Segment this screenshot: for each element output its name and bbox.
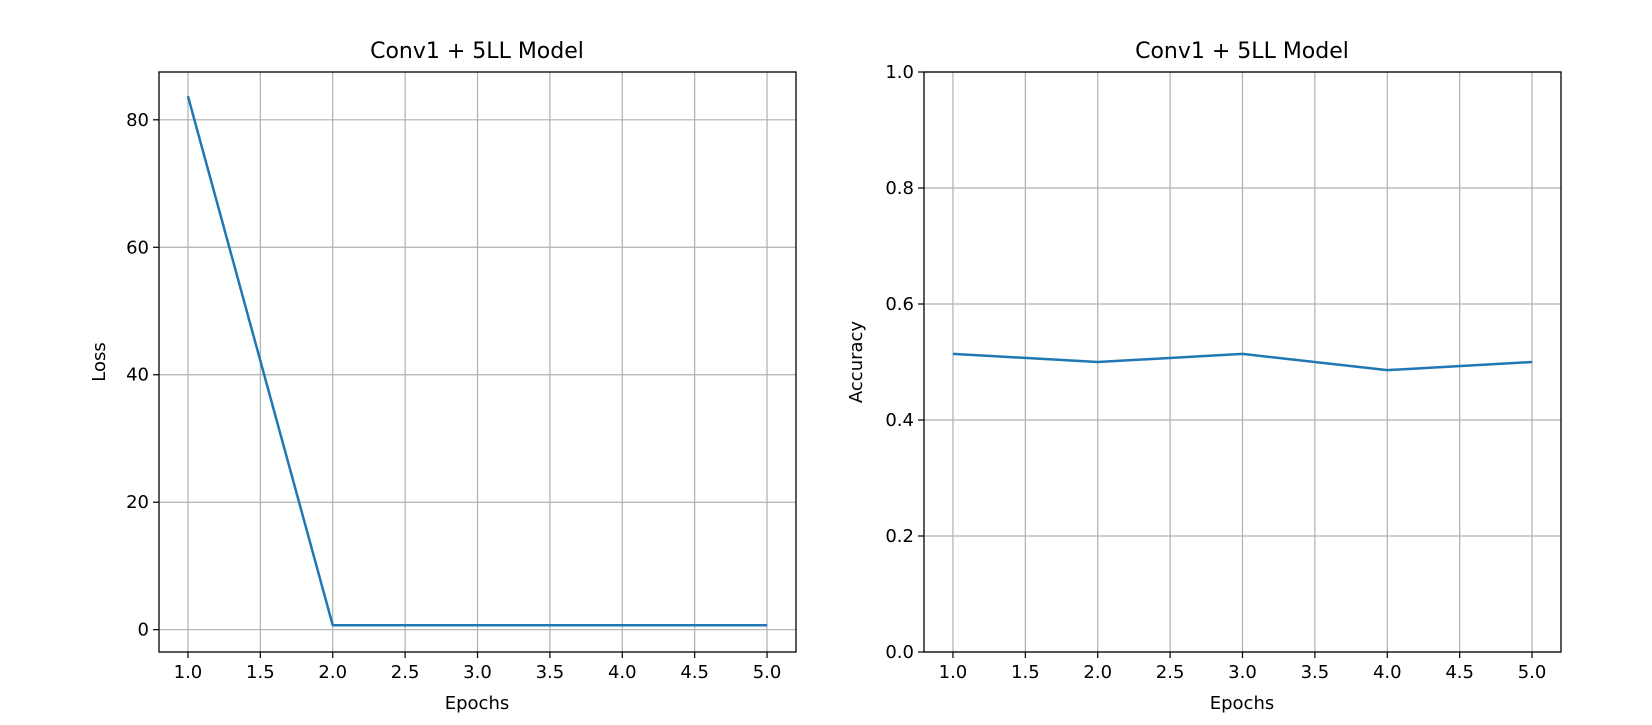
accuracy-chart-x-tick-label: 1.5 — [1011, 662, 1040, 683]
accuracy-chart-title: Conv1 + 5LL Model — [1135, 39, 1349, 64]
loss-chart-y-axis-label: Loss — [89, 342, 110, 381]
accuracy-chart-x-tick-label: 2.0 — [1083, 662, 1112, 683]
accuracy-chart-x-tick-label: 2.5 — [1156, 662, 1185, 683]
loss-chart-x-tick-label: 2.0 — [318, 662, 347, 683]
accuracy-chart-x-tick-label: 1.0 — [939, 662, 968, 683]
accuracy-chart-y-tick-label: 0.8 — [885, 178, 914, 199]
accuracy-chart-x-tick-label: 4.0 — [1373, 662, 1402, 683]
accuracy-chart-y-tick-label: 0.0 — [885, 642, 914, 663]
loss-chart-x-axis-label: Epochs — [445, 693, 510, 714]
accuracy-chart-x-tick-label: 5.0 — [1518, 662, 1547, 683]
accuracy-chart-x-tick-label: 4.5 — [1445, 662, 1474, 683]
accuracy-chart-y-tick-label: 0.2 — [885, 526, 914, 547]
loss-chart-y-tick-label: 20 — [126, 492, 149, 513]
loss-chart-x-tick-label: 4.5 — [680, 662, 709, 683]
loss-chart-x-tick-label: 3.0 — [463, 662, 492, 683]
loss-chart-title: Conv1 + 5LL Model — [370, 39, 584, 64]
loss-chart-x-tick-label: 3.5 — [536, 662, 565, 683]
accuracy-chart-x-axis-label: Epochs — [1210, 693, 1275, 714]
accuracy-chart-y-tick-label: 0.4 — [885, 410, 914, 431]
loss-chart-grid — [159, 72, 796, 652]
loss-chart-series — [186, 95, 768, 627]
accuracy-chart-series-line-0 — [952, 352, 1533, 372]
loss-chart-series-line-0 — [186, 95, 768, 627]
loss-chart-x-tick-label: 1.5 — [246, 662, 275, 683]
loss-chart-x-tick-label: 2.5 — [391, 662, 420, 683]
loss-chart-ticks: 1.0 1.5 2.0 2.5 3.0 3.5 4.0 4.5 5.0 0 20 40 60 80 — [126, 110, 781, 683]
loss-chart-y-tick-label: 0 — [138, 620, 149, 641]
accuracy-chart-y-axis-label: Accuracy — [846, 321, 867, 404]
loss-chart-y-tick-label: 40 — [126, 365, 149, 386]
accuracy-chart-x-tick-label: 3.5 — [1301, 662, 1330, 683]
accuracy-chart-y-tick-label: 1.0 — [885, 62, 914, 83]
loss-chart-y-tick-label: 80 — [126, 110, 149, 131]
accuracy-chart: Conv1 + 5LL Model 1.0 1.5 2.0 2.5 3.0 3.5 4.0 4… — [846, 39, 1562, 714]
accuracy-chart-grid — [924, 71, 1561, 653]
loss-chart-x-tick-label: 4.0 — [608, 662, 637, 683]
loss-chart-x-tick-label: 5.0 — [753, 662, 782, 683]
loss-chart-y-tick-label: 60 — [126, 237, 149, 258]
accuracy-chart-x-tick-label: 3.0 — [1228, 662, 1257, 683]
accuracy-chart-y-tick-label: 0.6 — [885, 294, 914, 315]
accuracy-chart-ticks: 1.0 1.5 2.0 2.5 3.0 3.5 4.0 4.5 5.0 0.0 0.2 0.4 0.6 0… — [885, 62, 1546, 683]
loss-chart-x-tick-label: 1.0 — [174, 662, 203, 683]
accuracy-chart-series — [952, 352, 1533, 372]
loss-chart: Conv1 + 5LL Model 1.0 1.5 2.0 2.5 3.0 3.5 4.0 4… — [89, 39, 797, 714]
loss-chart-frame — [158, 71, 797, 653]
accuracy-chart-frame — [923, 71, 1562, 653]
